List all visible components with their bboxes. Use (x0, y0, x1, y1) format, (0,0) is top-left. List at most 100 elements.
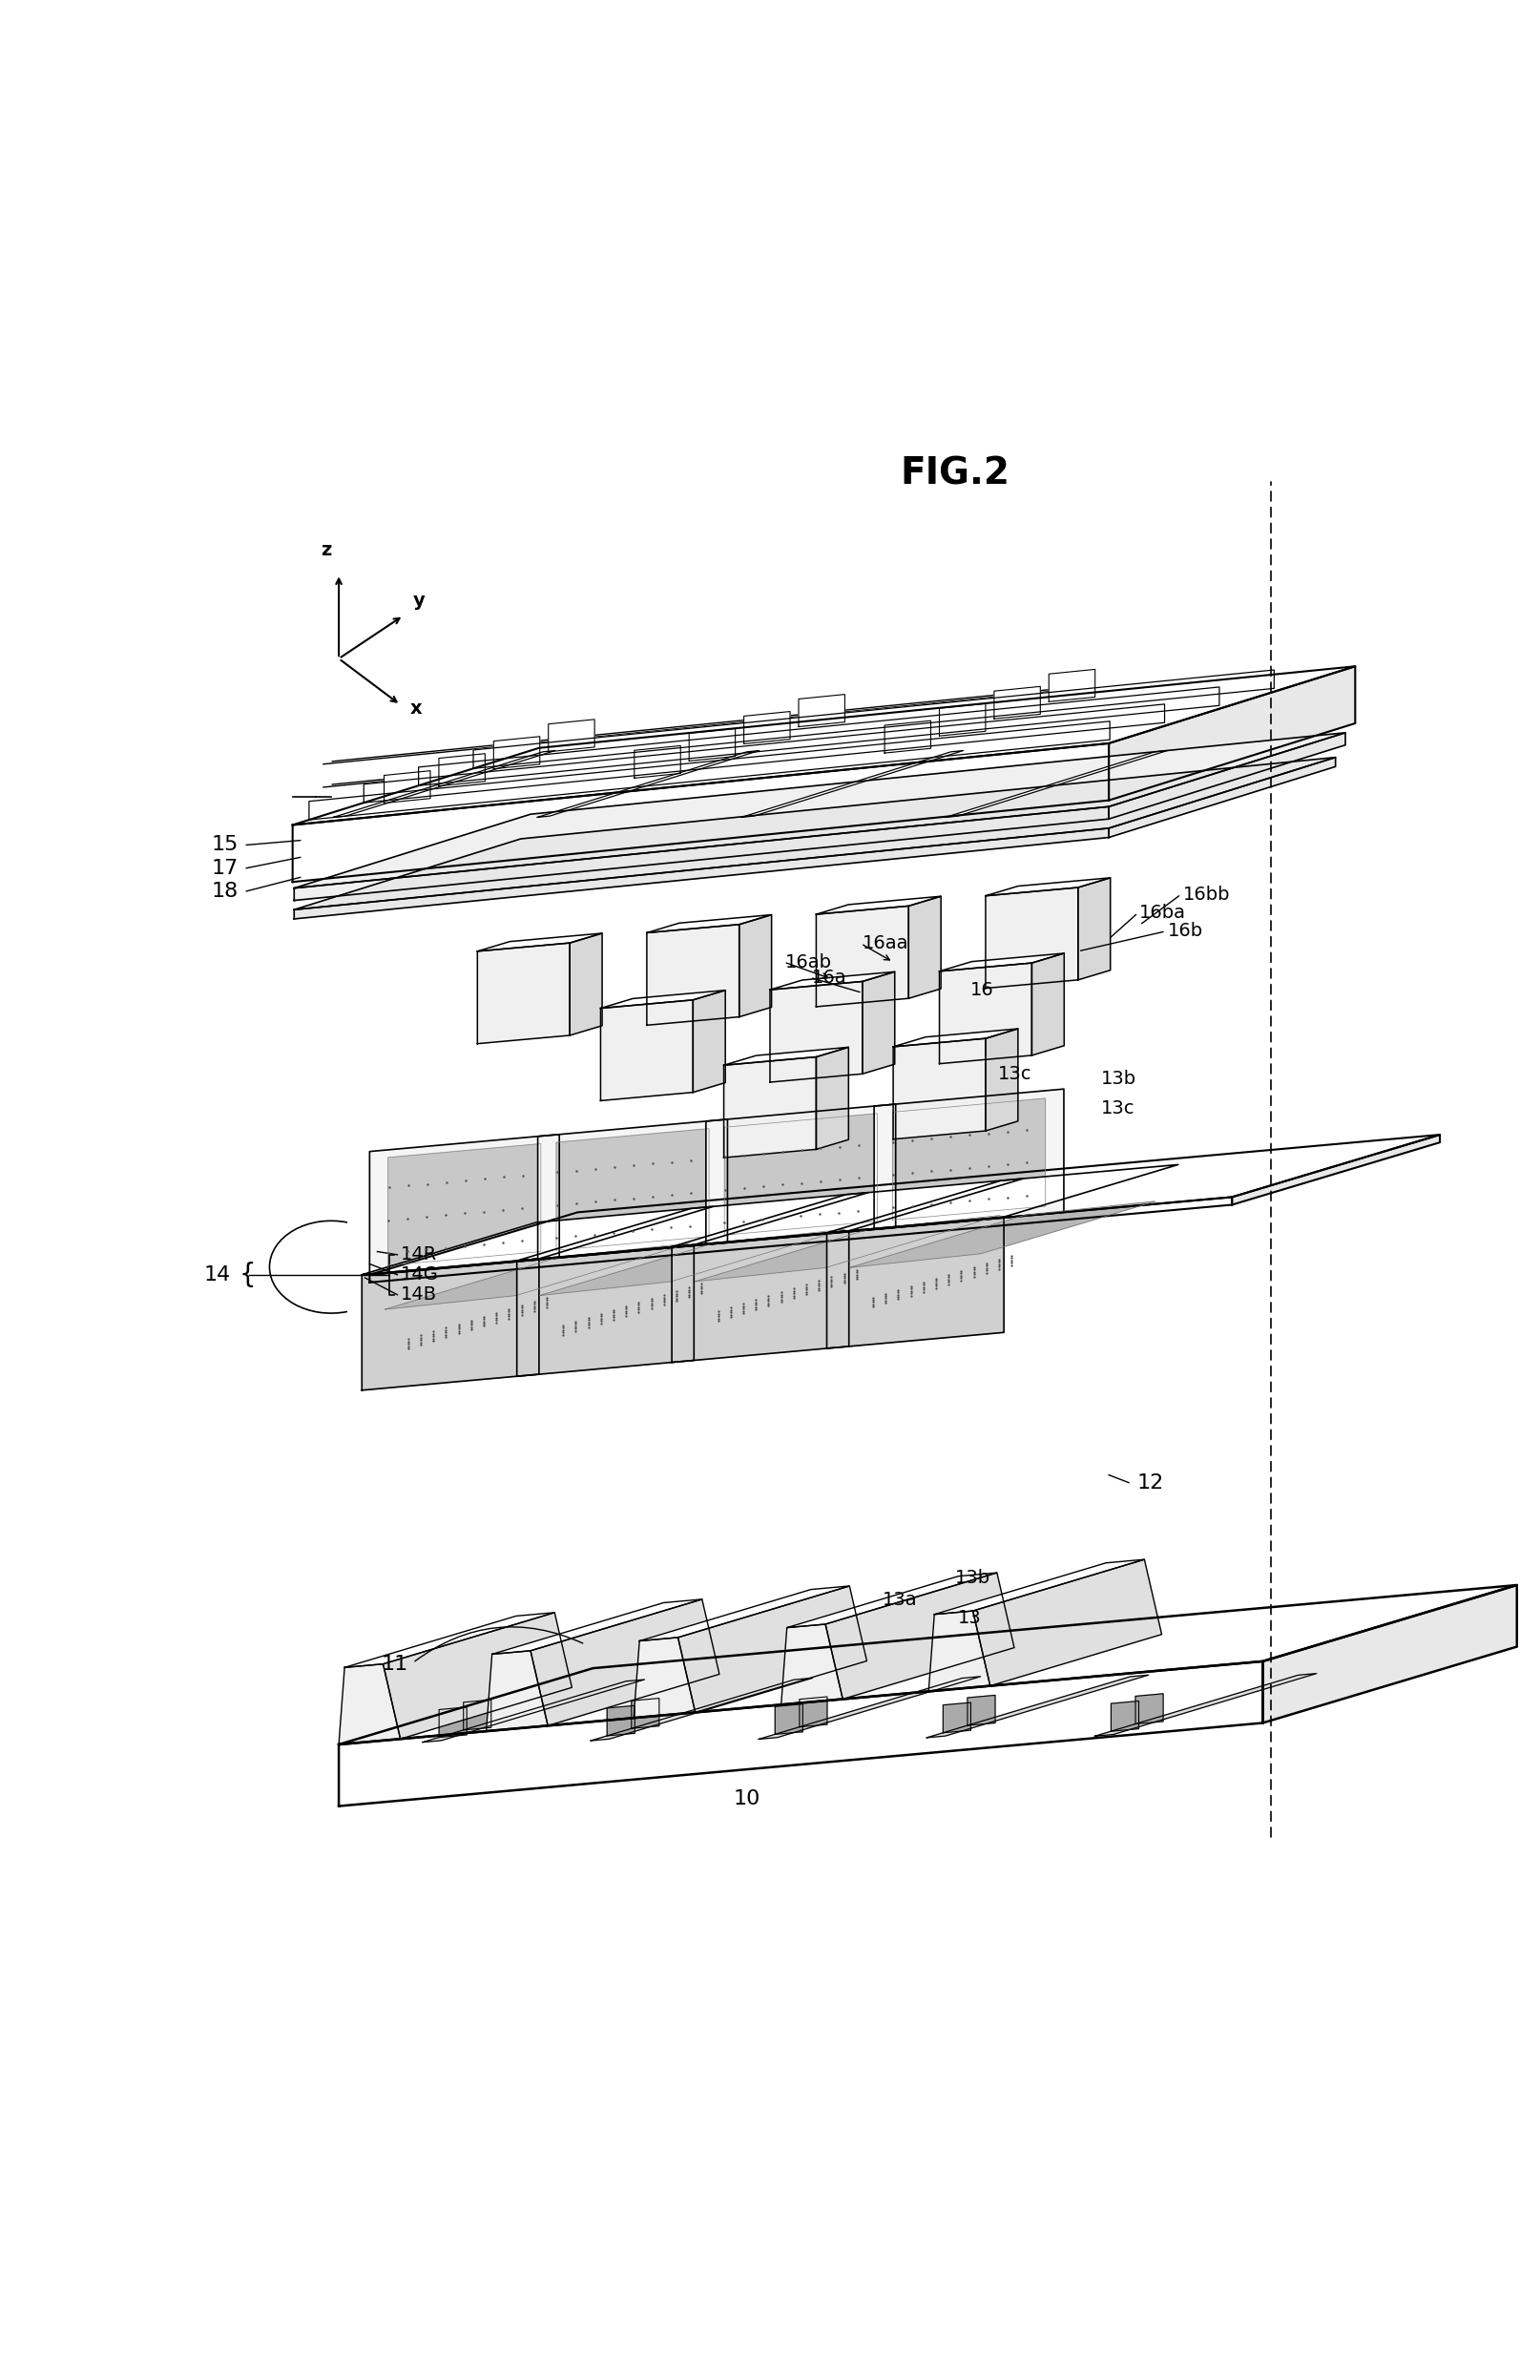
Polygon shape (787, 1573, 996, 1628)
Polygon shape (724, 1114, 878, 1235)
Text: 14G: 14G (400, 1266, 439, 1283)
Polygon shape (548, 719, 594, 752)
Polygon shape (862, 971, 895, 1073)
Polygon shape (293, 743, 1109, 883)
Text: 14B: 14B (400, 1285, 437, 1304)
Polygon shape (517, 1192, 869, 1261)
Polygon shape (647, 914, 772, 933)
Polygon shape (816, 907, 909, 1007)
Polygon shape (850, 1202, 1155, 1269)
Polygon shape (973, 1559, 1161, 1685)
Polygon shape (1078, 878, 1110, 981)
Polygon shape (893, 1097, 1046, 1221)
Polygon shape (671, 1178, 1023, 1247)
Text: 13b: 13b (955, 1568, 990, 1587)
Polygon shape (799, 695, 845, 726)
Polygon shape (491, 1599, 702, 1654)
Text: 16b: 16b (1167, 921, 1203, 940)
Polygon shape (517, 1245, 695, 1376)
Text: 13c: 13c (1101, 1100, 1135, 1119)
Text: 16ab: 16ab (785, 952, 832, 971)
Polygon shape (424, 1680, 645, 1742)
Polygon shape (816, 897, 941, 914)
Polygon shape (601, 1000, 693, 1100)
Polygon shape (633, 1637, 695, 1718)
Polygon shape (827, 1216, 1004, 1349)
Polygon shape (477, 942, 570, 1045)
Polygon shape (370, 1197, 1232, 1283)
Text: z: z (320, 540, 331, 559)
Text: y: y (413, 593, 425, 609)
Polygon shape (385, 1242, 690, 1309)
Polygon shape (935, 1559, 1144, 1614)
Polygon shape (1049, 669, 1095, 702)
Polygon shape (601, 990, 725, 1009)
Polygon shape (293, 666, 1355, 826)
Polygon shape (671, 1230, 849, 1361)
Polygon shape (1032, 954, 1064, 1054)
Polygon shape (939, 954, 1064, 971)
Polygon shape (487, 1652, 548, 1730)
Polygon shape (827, 1164, 1178, 1233)
Text: 16bb: 16bb (1183, 885, 1230, 904)
Polygon shape (370, 1135, 1440, 1276)
Polygon shape (759, 1676, 981, 1740)
Polygon shape (967, 1695, 995, 1726)
Polygon shape (781, 1623, 842, 1704)
Polygon shape (724, 1047, 849, 1066)
Polygon shape (339, 1661, 1263, 1806)
Text: 16aa: 16aa (862, 935, 909, 952)
Polygon shape (946, 750, 1167, 816)
Polygon shape (419, 688, 1220, 785)
Polygon shape (884, 721, 930, 752)
Polygon shape (477, 933, 602, 952)
Polygon shape (775, 1704, 802, 1735)
Text: 13b: 13b (1101, 1071, 1137, 1088)
Text: 18: 18 (211, 881, 239, 900)
Text: x: x (410, 700, 422, 719)
Polygon shape (799, 1697, 827, 1728)
Polygon shape (464, 1699, 491, 1730)
Polygon shape (591, 1678, 813, 1740)
Text: FIG.2: FIG.2 (899, 455, 1010, 493)
Polygon shape (494, 735, 541, 769)
Text: 17: 17 (211, 859, 239, 878)
Polygon shape (310, 721, 1110, 819)
Polygon shape (939, 964, 1032, 1064)
Polygon shape (688, 728, 735, 762)
Polygon shape (939, 704, 986, 735)
Text: 16: 16 (970, 981, 993, 1000)
Polygon shape (383, 771, 430, 802)
Polygon shape (995, 685, 1041, 719)
Polygon shape (345, 1614, 554, 1668)
Polygon shape (362, 1259, 539, 1390)
Polygon shape (294, 807, 1109, 900)
Polygon shape (647, 923, 739, 1026)
Polygon shape (530, 1599, 719, 1726)
Polygon shape (383, 1614, 571, 1740)
Polygon shape (695, 1216, 999, 1280)
Polygon shape (294, 757, 1335, 909)
Polygon shape (339, 1664, 400, 1745)
Polygon shape (607, 1706, 634, 1735)
Polygon shape (893, 1028, 1018, 1047)
Polygon shape (339, 1585, 1517, 1745)
Polygon shape (363, 704, 1164, 802)
Polygon shape (744, 712, 790, 745)
Polygon shape (942, 1702, 970, 1733)
Polygon shape (1109, 733, 1346, 819)
Polygon shape (1263, 1585, 1517, 1723)
Polygon shape (678, 1585, 867, 1711)
Polygon shape (570, 933, 602, 1035)
Polygon shape (816, 1047, 849, 1150)
Polygon shape (739, 914, 772, 1016)
Polygon shape (1110, 1702, 1138, 1730)
Polygon shape (634, 745, 681, 778)
Polygon shape (537, 750, 759, 816)
Polygon shape (439, 1706, 467, 1737)
Polygon shape (986, 878, 1110, 895)
Polygon shape (893, 1038, 986, 1140)
Polygon shape (294, 828, 1109, 919)
Polygon shape (770, 981, 862, 1083)
Text: {: { (239, 1261, 256, 1288)
